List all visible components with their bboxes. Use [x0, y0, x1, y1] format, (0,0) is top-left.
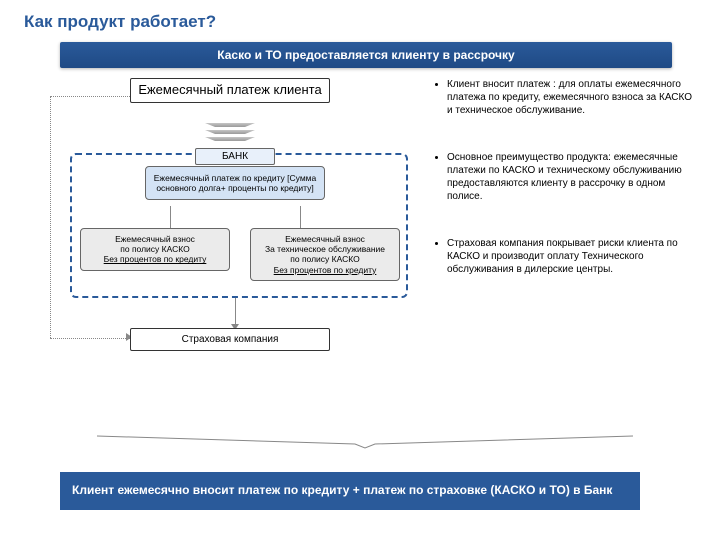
- bottom-banner: Клиент ежемесячно вносит платеж по креди…: [60, 472, 640, 510]
- page-title: Как продукт работает?: [0, 0, 720, 32]
- connector-dotted: [50, 96, 51, 338]
- text: Без процентов по кредиту: [85, 254, 225, 264]
- diagram-area: Ежемесячный платеж клиента БАНК Ежемесяч…: [40, 78, 700, 388]
- bank-label: БАНК: [195, 148, 275, 165]
- insurance-company-box: Страховая компания: [130, 328, 330, 351]
- text: Без процентов по кредиту: [255, 265, 395, 275]
- text: За техническое обслуживание: [255, 244, 395, 254]
- connector-dotted: [50, 96, 130, 97]
- kasko-fee-box: Ежемесячный взнос по полису КАСКО Без пр…: [80, 228, 230, 271]
- credit-payment-box: Ежемесячный платеж по кредиту [Сумма осн…: [145, 166, 325, 200]
- bullet-list: Клиент вносит платеж : для оплаты ежемес…: [435, 78, 695, 310]
- connector-line: [235, 298, 236, 326]
- text: Ежемесячный взнос: [85, 234, 225, 244]
- connector-line: [300, 206, 301, 228]
- connector-line: [170, 206, 171, 228]
- down-arrows-icon: [205, 123, 255, 147]
- client-payment-box: Ежемесячный платеж клиента: [130, 78, 330, 103]
- top-banner: Каско и ТО предоставляется клиенту в рас…: [60, 42, 672, 68]
- brace-icon: [95, 434, 635, 450]
- bullet-item: Основное преимущество продукта: ежемесяч…: [447, 151, 695, 203]
- connector-dotted: [50, 338, 130, 339]
- text: по полису КАСКО: [255, 254, 395, 264]
- bullet-item: Страховая компания покрывает риски клиен…: [447, 237, 695, 276]
- maintenance-fee-box: Ежемесячный взнос За техническое обслужи…: [250, 228, 400, 281]
- text: Ежемесячный взнос: [255, 234, 395, 244]
- text: по полису КАСКО: [85, 244, 225, 254]
- bullet-item: Клиент вносит платеж : для оплаты ежемес…: [447, 78, 695, 117]
